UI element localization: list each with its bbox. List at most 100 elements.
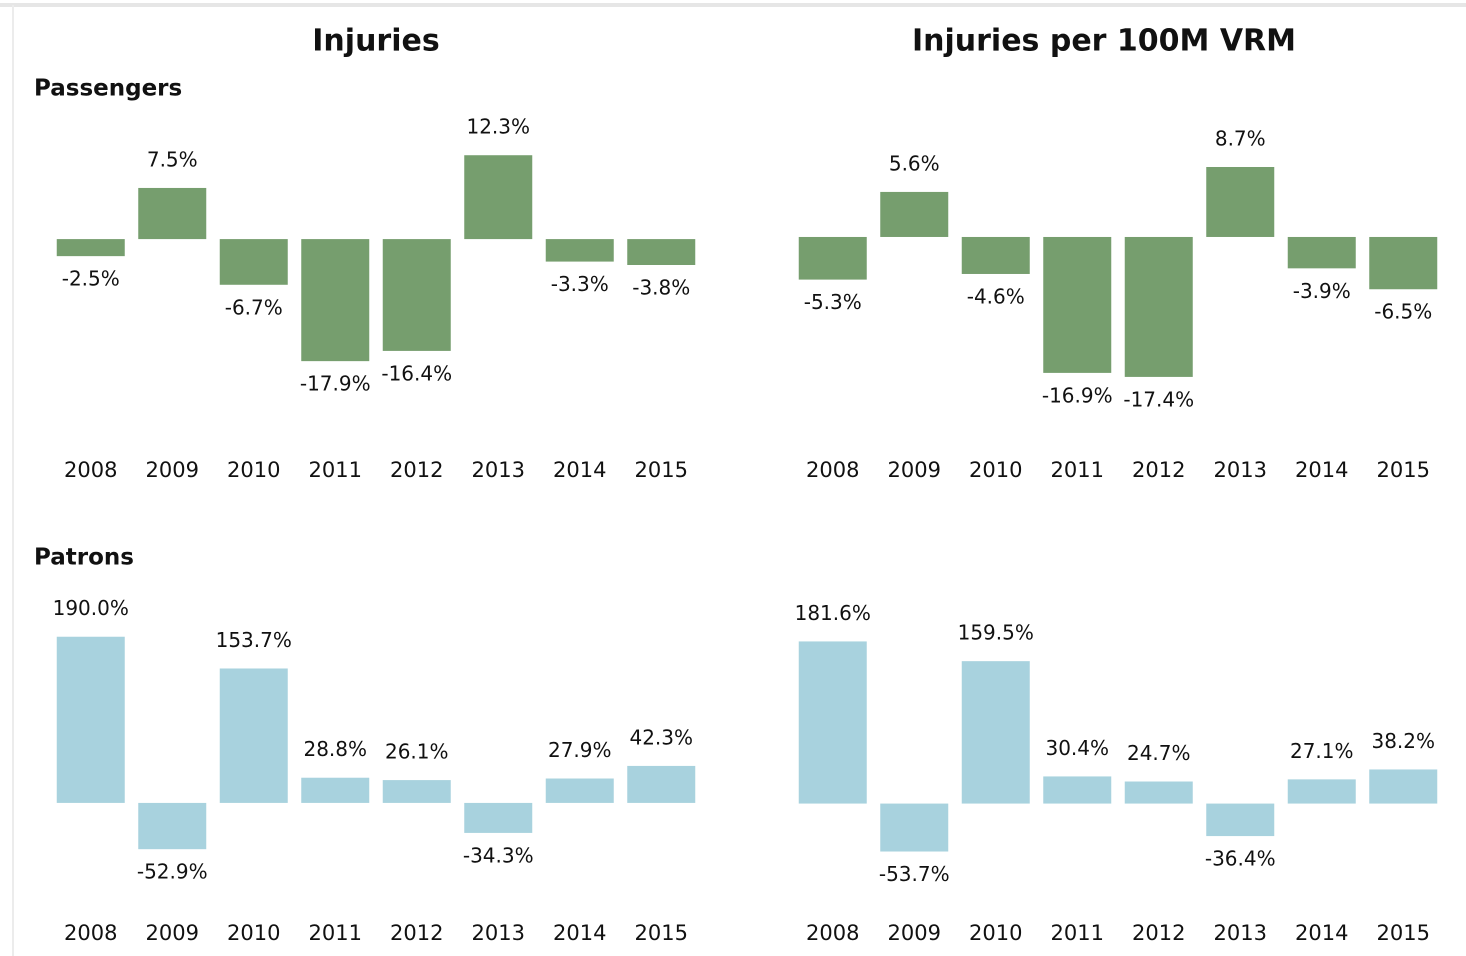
x-tick-label: 2014 <box>1295 458 1348 482</box>
value-label: -6.7% <box>225 295 283 319</box>
bar <box>1043 236 1112 373</box>
bar <box>627 239 696 265</box>
value-label: 30.4% <box>1045 736 1109 760</box>
bar <box>219 239 288 285</box>
value-label: -16.9% <box>1042 383 1113 407</box>
x-tick-label: 2011 <box>309 921 362 945</box>
x-tick-label: 2008 <box>806 458 859 482</box>
x-tick-label: 2010 <box>969 921 1022 945</box>
x-tick-label: 2015 <box>1377 458 1430 482</box>
bar <box>138 802 207 850</box>
value-label: 42.3% <box>629 725 693 749</box>
row-title: Patrons <box>34 545 134 571</box>
bar <box>219 668 288 803</box>
bar <box>1124 781 1193 804</box>
bar <box>1287 236 1356 269</box>
value-label: -4.6% <box>967 284 1025 308</box>
x-tick-label: 2010 <box>227 921 280 945</box>
bar <box>464 802 533 833</box>
value-label: -52.9% <box>137 860 208 884</box>
x-tick-label: 2009 <box>888 458 941 482</box>
x-tick-label: 2014 <box>1295 921 1348 945</box>
value-label: -17.4% <box>1123 387 1194 411</box>
value-label: 5.6% <box>889 151 940 175</box>
x-tick-label: 2015 <box>635 921 688 945</box>
x-tick-label: 2009 <box>146 458 199 482</box>
x-tick-label: 2013 <box>472 458 525 482</box>
x-tick-label: 2008 <box>64 458 117 482</box>
value-label: 159.5% <box>958 621 1034 645</box>
bar <box>961 236 1030 274</box>
value-label: 8.7% <box>1215 126 1266 150</box>
value-label: -36.4% <box>1205 847 1276 871</box>
value-label: -17.9% <box>300 372 371 396</box>
bar <box>545 778 614 803</box>
column-title: Injuries per 100M VRM <box>912 24 1296 59</box>
value-label: 190.0% <box>53 596 129 620</box>
bar <box>961 661 1030 804</box>
value-label: -3.8% <box>632 276 690 300</box>
bar <box>627 765 696 803</box>
value-label: -2.5% <box>62 267 120 291</box>
bar <box>1206 166 1275 237</box>
x-tick-label: 2012 <box>390 458 443 482</box>
value-label: 27.9% <box>548 738 612 762</box>
bar <box>1369 769 1438 804</box>
bar <box>545 239 614 262</box>
bar <box>56 636 125 803</box>
x-tick-label: 2015 <box>1377 921 1430 945</box>
x-tick-label: 2012 <box>390 921 443 945</box>
bar <box>1369 236 1438 290</box>
value-label: -6.5% <box>1374 300 1432 324</box>
value-label: 27.1% <box>1290 739 1354 763</box>
bar <box>880 803 949 852</box>
value-label: 181.6% <box>795 601 871 625</box>
x-tick-label: 2014 <box>553 458 606 482</box>
value-label: 24.7% <box>1127 741 1191 765</box>
value-label: -3.9% <box>1293 279 1351 303</box>
bar <box>798 641 867 804</box>
x-tick-label: 2011 <box>1051 921 1104 945</box>
x-tick-label: 2013 <box>472 921 525 945</box>
x-tick-label: 2010 <box>969 458 1022 482</box>
bar <box>382 780 451 803</box>
x-tick-label: 2012 <box>1132 921 1185 945</box>
bar <box>301 777 370 803</box>
bar <box>1043 776 1112 804</box>
x-tick-label: 2008 <box>64 921 117 945</box>
x-tick-label: 2009 <box>146 921 199 945</box>
x-tick-label: 2011 <box>1051 458 1104 482</box>
x-tick-label: 2014 <box>553 921 606 945</box>
value-label: -5.3% <box>804 290 862 314</box>
value-label: 28.8% <box>303 737 367 761</box>
bar <box>56 239 125 257</box>
x-tick-label: 2011 <box>309 458 362 482</box>
value-label: 38.2% <box>1371 729 1435 753</box>
bar <box>798 236 867 280</box>
column-title: Injuries <box>312 24 439 59</box>
x-tick-label: 2015 <box>635 458 688 482</box>
bar <box>301 239 370 362</box>
x-tick-label: 2012 <box>1132 458 1185 482</box>
value-label: 153.7% <box>216 628 292 652</box>
bar <box>464 155 533 240</box>
bar <box>382 239 451 351</box>
value-label: -34.3% <box>463 843 534 867</box>
x-tick-label: 2010 <box>227 458 280 482</box>
bar <box>1124 236 1193 377</box>
x-tick-label: 2008 <box>806 921 859 945</box>
bar <box>1287 779 1356 804</box>
x-tick-label: 2009 <box>888 921 941 945</box>
row-title: Passengers <box>34 76 182 102</box>
bar <box>1206 803 1275 837</box>
bar <box>880 191 949 237</box>
value-label: -53.7% <box>879 862 950 886</box>
x-tick-label: 2013 <box>1214 921 1267 945</box>
value-label: -3.3% <box>551 272 609 296</box>
bar <box>138 187 207 240</box>
value-label: -16.4% <box>381 361 452 385</box>
value-label: 7.5% <box>147 147 198 171</box>
value-label: 26.1% <box>385 740 449 764</box>
x-tick-label: 2013 <box>1214 458 1267 482</box>
